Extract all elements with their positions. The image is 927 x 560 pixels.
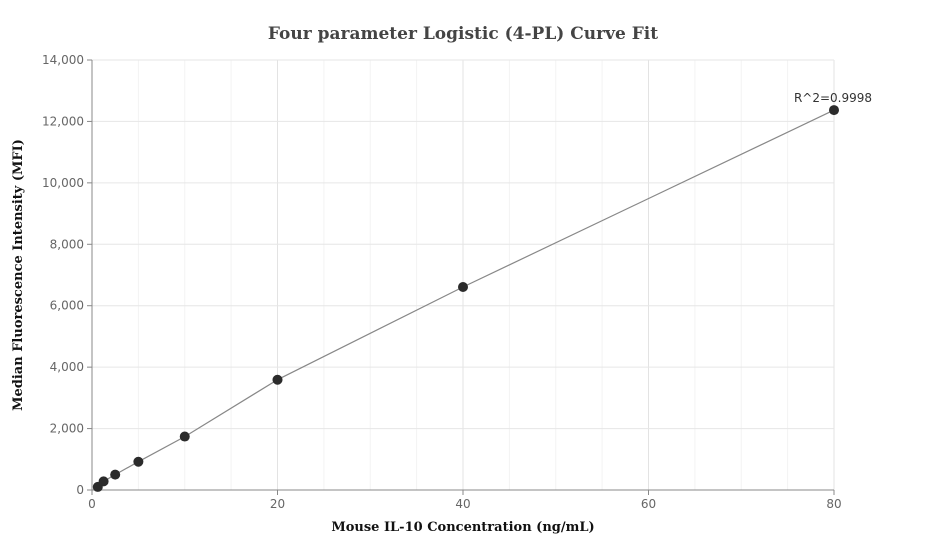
x-tick-label: 80	[826, 497, 841, 511]
x-tick-label: 0	[88, 497, 96, 511]
y-tick-label: 6,000	[50, 299, 84, 313]
x-tick-label: 20	[270, 497, 285, 511]
data-point	[110, 469, 121, 480]
data-point	[98, 476, 109, 487]
axes: 0 2,000 4,000 6,000 8,000 10,000 12,000 14,000 0…	[42, 53, 842, 511]
y-tick-label: 4,000	[50, 360, 84, 374]
x-tick-label: 40	[455, 497, 470, 511]
y-tick-label: 8,000	[50, 237, 84, 251]
data-point	[272, 374, 283, 385]
x-tick-label: 60	[641, 497, 656, 511]
fit-curve-layer	[97, 109, 835, 488]
r-squared-annotation: R^2=0.9998	[794, 91, 872, 105]
chart-title: Four parameter Logistic (4-PL) Curve Fit	[268, 24, 658, 44]
y-tick-label: 12,000	[42, 114, 84, 128]
x-axis-label: Mouse IL-10 Concentration (ng/mL)	[331, 520, 594, 535]
y-axis-label: Median Fluorescence Intensity (MFI)	[11, 139, 26, 411]
y-tick-label: 14,000	[42, 53, 84, 67]
y-tick-label: 2,000	[50, 422, 84, 436]
data-points	[92, 105, 839, 492]
data-point	[179, 431, 190, 442]
y-tick-label: 0	[76, 483, 84, 497]
data-point	[133, 456, 144, 467]
data-point	[458, 281, 468, 292]
y-tick-label: 10,000	[42, 176, 84, 190]
fit-curve	[97, 109, 835, 488]
data-point	[829, 105, 839, 116]
